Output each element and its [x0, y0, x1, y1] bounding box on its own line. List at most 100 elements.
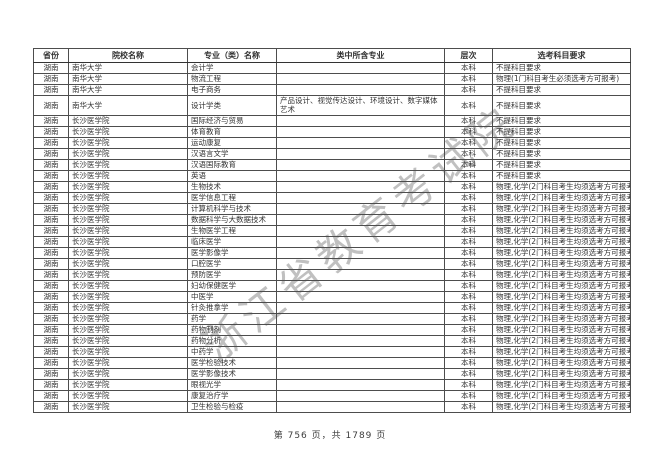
column-header-institution: 院校名称	[68, 48, 188, 63]
cell-included-majors	[276, 125, 445, 138]
table-row: 湖南 长沙医学院 汉语国际教育 本科 不提科目要求	[33, 158, 631, 171]
table-row: 湖南 长沙医学院 运动康复 本科 不提科目要求	[33, 136, 631, 149]
cell-institution: 长沙医学院	[68, 378, 188, 391]
cell-included-majors	[276, 367, 445, 380]
cell-institution: 长沙医学院	[68, 235, 188, 248]
table-row: 湖南 长沙医学院 中医学 本科 物理,化学(2门科目考生均须选考方可报考)	[33, 290, 631, 303]
cell-province: 湖南	[33, 147, 69, 160]
subject-requirements-table: 省份 院校名称 专业（类）名称 类中所含专业 层次 选考科目要求 湖南 南华大学会…	[33, 48, 631, 413]
cell-included-majors	[276, 224, 445, 237]
cell-province: 湖南	[33, 95, 69, 116]
table-row: 湖南 南华大学 电子商务 本科 不提科目要求	[33, 84, 631, 96]
cell-institution: 长沙医学院	[68, 191, 188, 204]
cell-province: 湖南	[33, 246, 69, 259]
cell-major: 针灸推拿学	[187, 301, 277, 314]
cell-province: 湖南	[33, 213, 69, 226]
cell-institution: 长沙医学院	[68, 246, 188, 259]
cell-institution: 长沙医学院	[68, 125, 188, 138]
cell-institution: 长沙医学院	[68, 224, 188, 237]
cell-subject-requirement: 不提科目要求	[492, 62, 631, 74]
table-row: 湖南 南华大学 物流工程 本科 物理(1门科目考生必须选考方可报考)	[33, 73, 631, 85]
cell-level: 本科	[444, 290, 493, 303]
table-body: 湖南 南华大学 会计学 本科 不提科目要求 湖南 南华大学 物流工程 本科 物理(1门科目考生必须…	[33, 62, 631, 413]
cell-subject-requirement: 物理,化学(2门科目考生均须选考方可报考)	[492, 301, 631, 314]
cell-level: 本科	[444, 202, 493, 215]
cell-subject-requirement: 物理,化学(2门科目考生均须选考方可报考)	[492, 180, 631, 193]
cell-major: 中医学	[187, 290, 277, 303]
cell-province: 湖南	[33, 400, 69, 413]
cell-major: 汉语言文学	[187, 147, 277, 160]
cell-subject-requirement: 不提科目要求	[492, 84, 631, 96]
cell-major: 汉语国际教育	[187, 158, 277, 171]
cell-major: 计算机科学与技术	[187, 202, 277, 215]
cell-province: 湖南	[33, 367, 69, 380]
cell-province: 湖南	[33, 290, 69, 303]
table-row: 湖南 长沙医学院 计算机科学与技术 本科 物理,化学(2门科目考生均须选考方可报考)	[33, 202, 631, 215]
cell-level: 本科	[444, 213, 493, 226]
cell-subject-requirement: 不提科目要求	[492, 125, 631, 138]
cell-subject-requirement: 不提科目要求	[492, 169, 631, 182]
cell-included-majors	[276, 301, 445, 314]
table-row: 湖南 长沙医学院 医学影像学 本科 物理,化学(2门科目考生均须选考方可报考)	[33, 246, 631, 259]
cell-institution: 长沙医学院	[68, 169, 188, 182]
cell-level: 本科	[444, 73, 493, 85]
cell-province: 湖南	[33, 136, 69, 149]
page-number: 第 756 页，共 1789 页	[273, 431, 387, 441]
cell-major: 临床医学	[187, 235, 277, 248]
column-header-included-majors: 类中所含专业	[276, 48, 445, 63]
cell-included-majors	[276, 334, 445, 347]
cell-institution: 长沙医学院	[68, 213, 188, 226]
cell-subject-requirement: 物理,化学(2门科目考生均须选考方可报考)	[492, 345, 631, 358]
cell-included-majors	[276, 312, 445, 325]
table-row: 湖南 南华大学 会计学 本科 不提科目要求	[33, 62, 631, 74]
cell-institution: 长沙医学院	[68, 312, 188, 325]
cell-subject-requirement: 物理,化学(2门科目考生均须选考方可报考)	[492, 378, 631, 391]
cell-province: 湖南	[33, 158, 69, 171]
cell-institution: 长沙医学院	[68, 268, 188, 281]
cell-province: 湖南	[33, 202, 69, 215]
table-row: 湖南 长沙医学院 国际经济与贸易 本科 不提科目要求	[33, 114, 631, 127]
cell-province: 湖南	[33, 334, 69, 347]
table-row: 湖南 长沙医学院 汉语言文学 本科 不提科目要求	[33, 147, 631, 160]
cell-institution: 长沙医学院	[68, 400, 188, 413]
cell-subject-requirement: 不提科目要求	[492, 95, 631, 116]
cell-level: 本科	[444, 62, 493, 74]
cell-included-majors	[276, 62, 445, 74]
cell-major: 数据科学与大数据技术	[187, 213, 277, 226]
cell-included-majors	[276, 400, 445, 413]
table-row: 湖南 长沙医学院 预防医学 本科 物理,化学(2门科目考生均须选考方可报考)	[33, 268, 631, 281]
cell-level: 本科	[444, 400, 493, 413]
cell-included-majors	[276, 147, 445, 160]
table-row: 湖南 长沙医学院 医学信息工程 本科 物理,化学(2门科目考生均须选考方可报考)	[33, 191, 631, 204]
cell-major: 医学信息工程	[187, 191, 277, 204]
cell-level: 本科	[444, 323, 493, 336]
cell-institution: 长沙医学院	[68, 136, 188, 149]
cell-subject-requirement: 物理,化学(2门科目考生均须选考方可报考)	[492, 257, 631, 270]
table-row: 湖南 长沙医学院 口腔医学 本科 物理,化学(2门科目考生均须选考方可报考)	[33, 257, 631, 270]
cell-institution: 南华大学	[68, 95, 188, 116]
table-row: 湖南 长沙医学院 眼视光学 本科 物理,化学(2门科目考生均须选考方可报考)	[33, 378, 631, 391]
cell-level: 本科	[444, 334, 493, 347]
cell-level: 本科	[444, 84, 493, 96]
cell-subject-requirement: 物理,化学(2门科目考生均须选考方可报考)	[492, 367, 631, 380]
cell-included-majors	[276, 191, 445, 204]
cell-major: 生物技术	[187, 180, 277, 193]
cell-institution: 长沙医学院	[68, 367, 188, 380]
cell-institution: 长沙医学院	[68, 279, 188, 292]
cell-major: 国际经济与贸易	[187, 114, 277, 127]
table-row: 湖南 长沙医学院 药物分析 本科 物理,化学(2门科目考生均须选考方可报考)	[33, 334, 631, 347]
cell-province: 湖南	[33, 345, 69, 358]
cell-institution: 长沙医学院	[68, 323, 188, 336]
cell-included-majors	[276, 84, 445, 96]
cell-major: 预防医学	[187, 268, 277, 281]
cell-level: 本科	[444, 180, 493, 193]
cell-province: 湖南	[33, 169, 69, 182]
cell-institution: 长沙医学院	[68, 290, 188, 303]
cell-institution: 长沙医学院	[68, 158, 188, 171]
cell-province: 湖南	[33, 378, 69, 391]
cell-subject-requirement: 物理,化学(2门科目考生均须选考方可报考)	[492, 213, 631, 226]
cell-subject-requirement: 物理,化学(2门科目考生均须选考方可报考)	[492, 389, 631, 402]
cell-subject-requirement: 物理,化学(2门科目考生均须选考方可报考)	[492, 312, 631, 325]
cell-level: 本科	[444, 257, 493, 270]
cell-major: 体育教育	[187, 125, 277, 138]
